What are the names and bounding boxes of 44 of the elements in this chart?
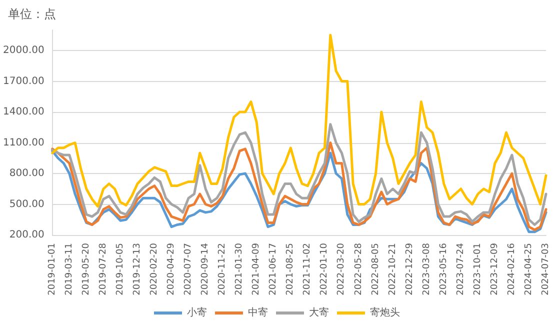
x-tick-label: 2021-11-02 (302, 243, 313, 296)
x-tick-label: 2020-02-20 (149, 242, 160, 296)
x-tick-label: 2022-12-29 (404, 242, 415, 296)
x-tick-label: 2021-01-30 (234, 242, 245, 296)
x-tick-label: 2019-07-28 (98, 242, 108, 296)
legend-label: 中寄 (248, 306, 268, 318)
x-tick-label: 2024-02-16 (506, 242, 517, 296)
x-tick-label: 2019-03-11 (64, 243, 74, 296)
x-tick-label: 2022-03-20 (336, 242, 347, 296)
legend-label: 寄炮头 (370, 306, 400, 318)
x-tick-label: 2019-05-20 (81, 242, 92, 296)
x-tick-label: 2022-05-28 (354, 242, 364, 296)
y-tick-label: 2000.00 (2, 45, 44, 56)
x-tick-label: 2019-01-01 (47, 243, 58, 296)
x-tick-label: 2020-04-29 (166, 242, 177, 296)
x-tick-label: 2023-05-16 (438, 242, 449, 296)
x-tick-label: 2019-12-13 (132, 243, 142, 296)
x-tick-label: 2024-04-25 (524, 243, 534, 296)
x-tick-label: 2021-04-09 (252, 242, 262, 296)
line-series (51, 123, 548, 226)
x-tick-label: 2020-09-14 (200, 242, 211, 296)
x-tick-label: 2020-11-22 (218, 243, 228, 296)
x-tick-label: 2022-10-21 (388, 243, 398, 296)
x-tick-label: 2023-10-01 (472, 243, 483, 296)
x-tick-label: 2024-07-03 (541, 243, 551, 296)
x-tick-label: 2023-07-24 (456, 242, 466, 296)
x-tick-label: 2019-10-05 (115, 243, 126, 296)
x-tick-label: 2022-08-05 (370, 243, 381, 296)
y-tick-label: 500.00 (9, 198, 44, 210)
x-tick-label: 2022-01-10 (320, 242, 330, 296)
x-tick-label: 2023-12-09 (490, 242, 500, 296)
y-axis-title: 单位：点 (8, 7, 56, 21)
x-tick-label: 2020-07-07 (184, 243, 194, 296)
y-tick-label: 800.00 (9, 168, 44, 179)
x-tick-label: 2021-08-25 (286, 243, 296, 296)
y-tick-label: 1400.00 (2, 106, 44, 118)
x-tick-label: 2023-03-08 (422, 242, 432, 296)
legend-label: 小寄 (187, 306, 207, 318)
x-tick-label: 2021-06-17 (268, 243, 279, 296)
legend-label: 大寄 (309, 306, 329, 318)
y-tick-label: 1700.00 (2, 76, 44, 87)
y-tick-label: 1100.00 (2, 137, 44, 148)
line-series (51, 34, 548, 208)
y-tick-label: 200.00 (9, 230, 44, 240)
